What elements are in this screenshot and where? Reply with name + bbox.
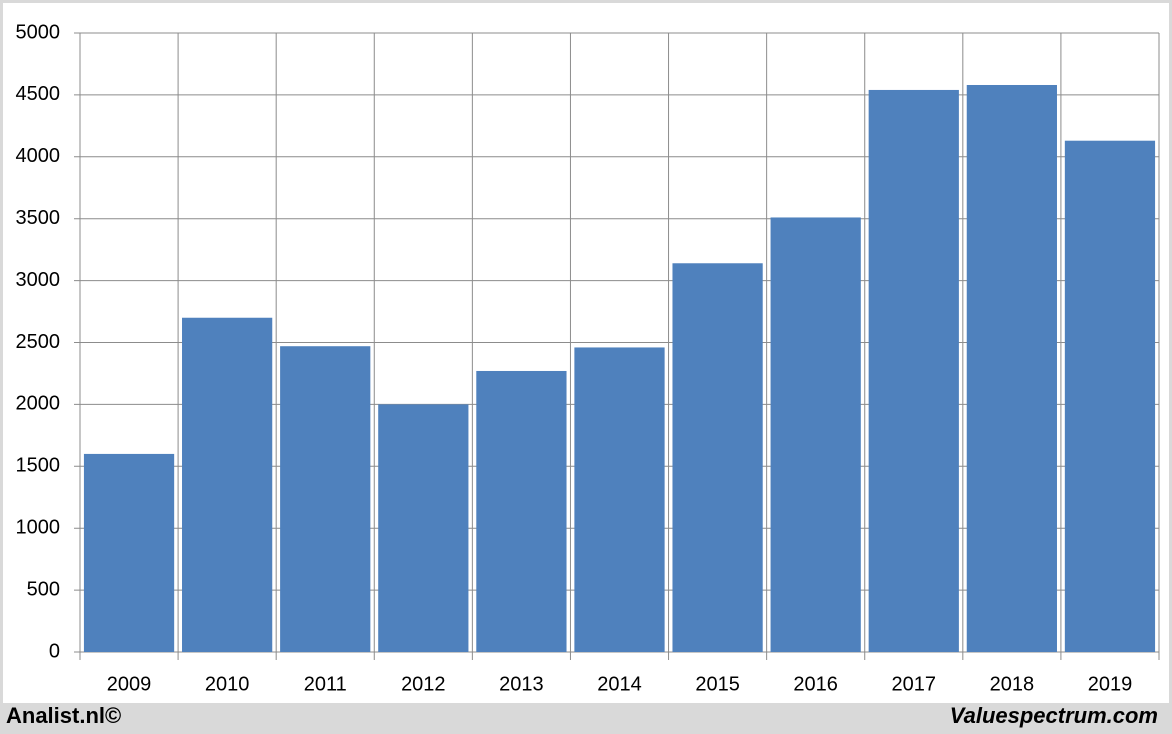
y-tick-label: 4500 xyxy=(16,83,61,105)
x-tick-label: 2010 xyxy=(205,673,250,695)
bar xyxy=(672,263,763,652)
y-tick-label: 500 xyxy=(27,578,60,600)
x-tick-label: 2017 xyxy=(892,673,937,695)
x-tick-label: 2018 xyxy=(990,673,1035,695)
y-tick-label: 1000 xyxy=(16,516,61,538)
bar xyxy=(966,84,1057,653)
y-tick-label: 5000 xyxy=(16,21,61,43)
bar xyxy=(378,404,469,652)
bar xyxy=(280,346,371,652)
bar xyxy=(868,89,959,652)
x-tick-label: 2015 xyxy=(695,673,740,695)
footer-left: Analist.nl© xyxy=(6,703,121,728)
y-tick-label: 4000 xyxy=(16,145,61,167)
footer-right: Valuespectrum.com xyxy=(950,703,1158,728)
x-tick-label: 2014 xyxy=(597,673,642,695)
x-tick-label: 2009 xyxy=(107,673,152,695)
bar xyxy=(574,347,665,652)
bar xyxy=(182,317,273,652)
y-tick-label: 2000 xyxy=(16,393,61,415)
x-tick-label: 2012 xyxy=(401,673,446,695)
bar xyxy=(476,370,567,652)
y-tick-label: 3000 xyxy=(16,269,61,291)
y-tick-label: 0 xyxy=(49,640,60,662)
bar xyxy=(770,217,861,652)
y-tick-label: 3500 xyxy=(16,207,61,229)
bar xyxy=(1064,140,1156,652)
x-tick-label: 2016 xyxy=(793,673,838,695)
x-tick-label: 2013 xyxy=(499,673,544,695)
x-tick-label: 2011 xyxy=(304,673,347,695)
y-tick-label: 1500 xyxy=(16,455,61,477)
x-tick-label: 2019 xyxy=(1088,673,1133,695)
bar xyxy=(83,453,175,652)
y-tick-label: 2500 xyxy=(16,331,61,353)
